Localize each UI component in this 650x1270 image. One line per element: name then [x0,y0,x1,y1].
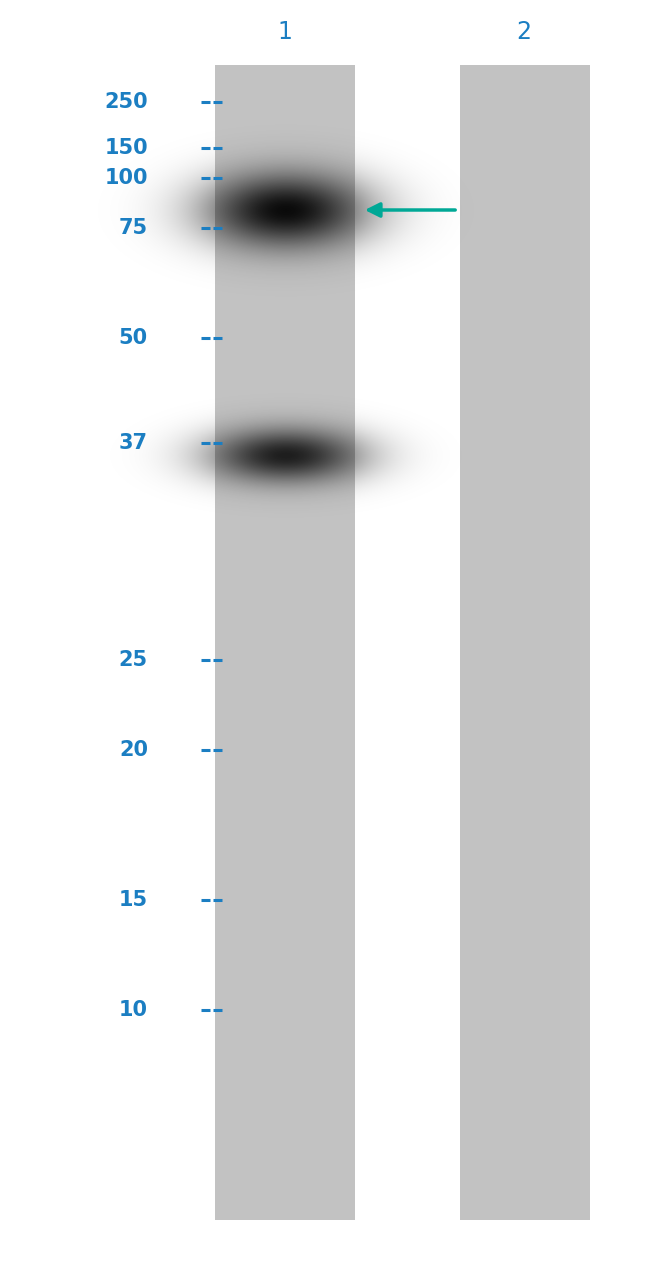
Text: 75: 75 [119,218,148,237]
Text: 100: 100 [105,168,148,188]
Text: 1: 1 [278,20,292,44]
Text: 50: 50 [119,328,148,348]
Bar [460,65,590,1220]
Text: 250: 250 [105,91,148,112]
Text: 2: 2 [517,20,532,44]
Text: 150: 150 [105,138,148,157]
Text: 37: 37 [119,433,148,453]
Bar [215,65,355,1220]
Text: 20: 20 [119,740,148,759]
Text: 25: 25 [119,650,148,671]
Text: 15: 15 [119,890,148,911]
Text: 10: 10 [119,999,148,1020]
